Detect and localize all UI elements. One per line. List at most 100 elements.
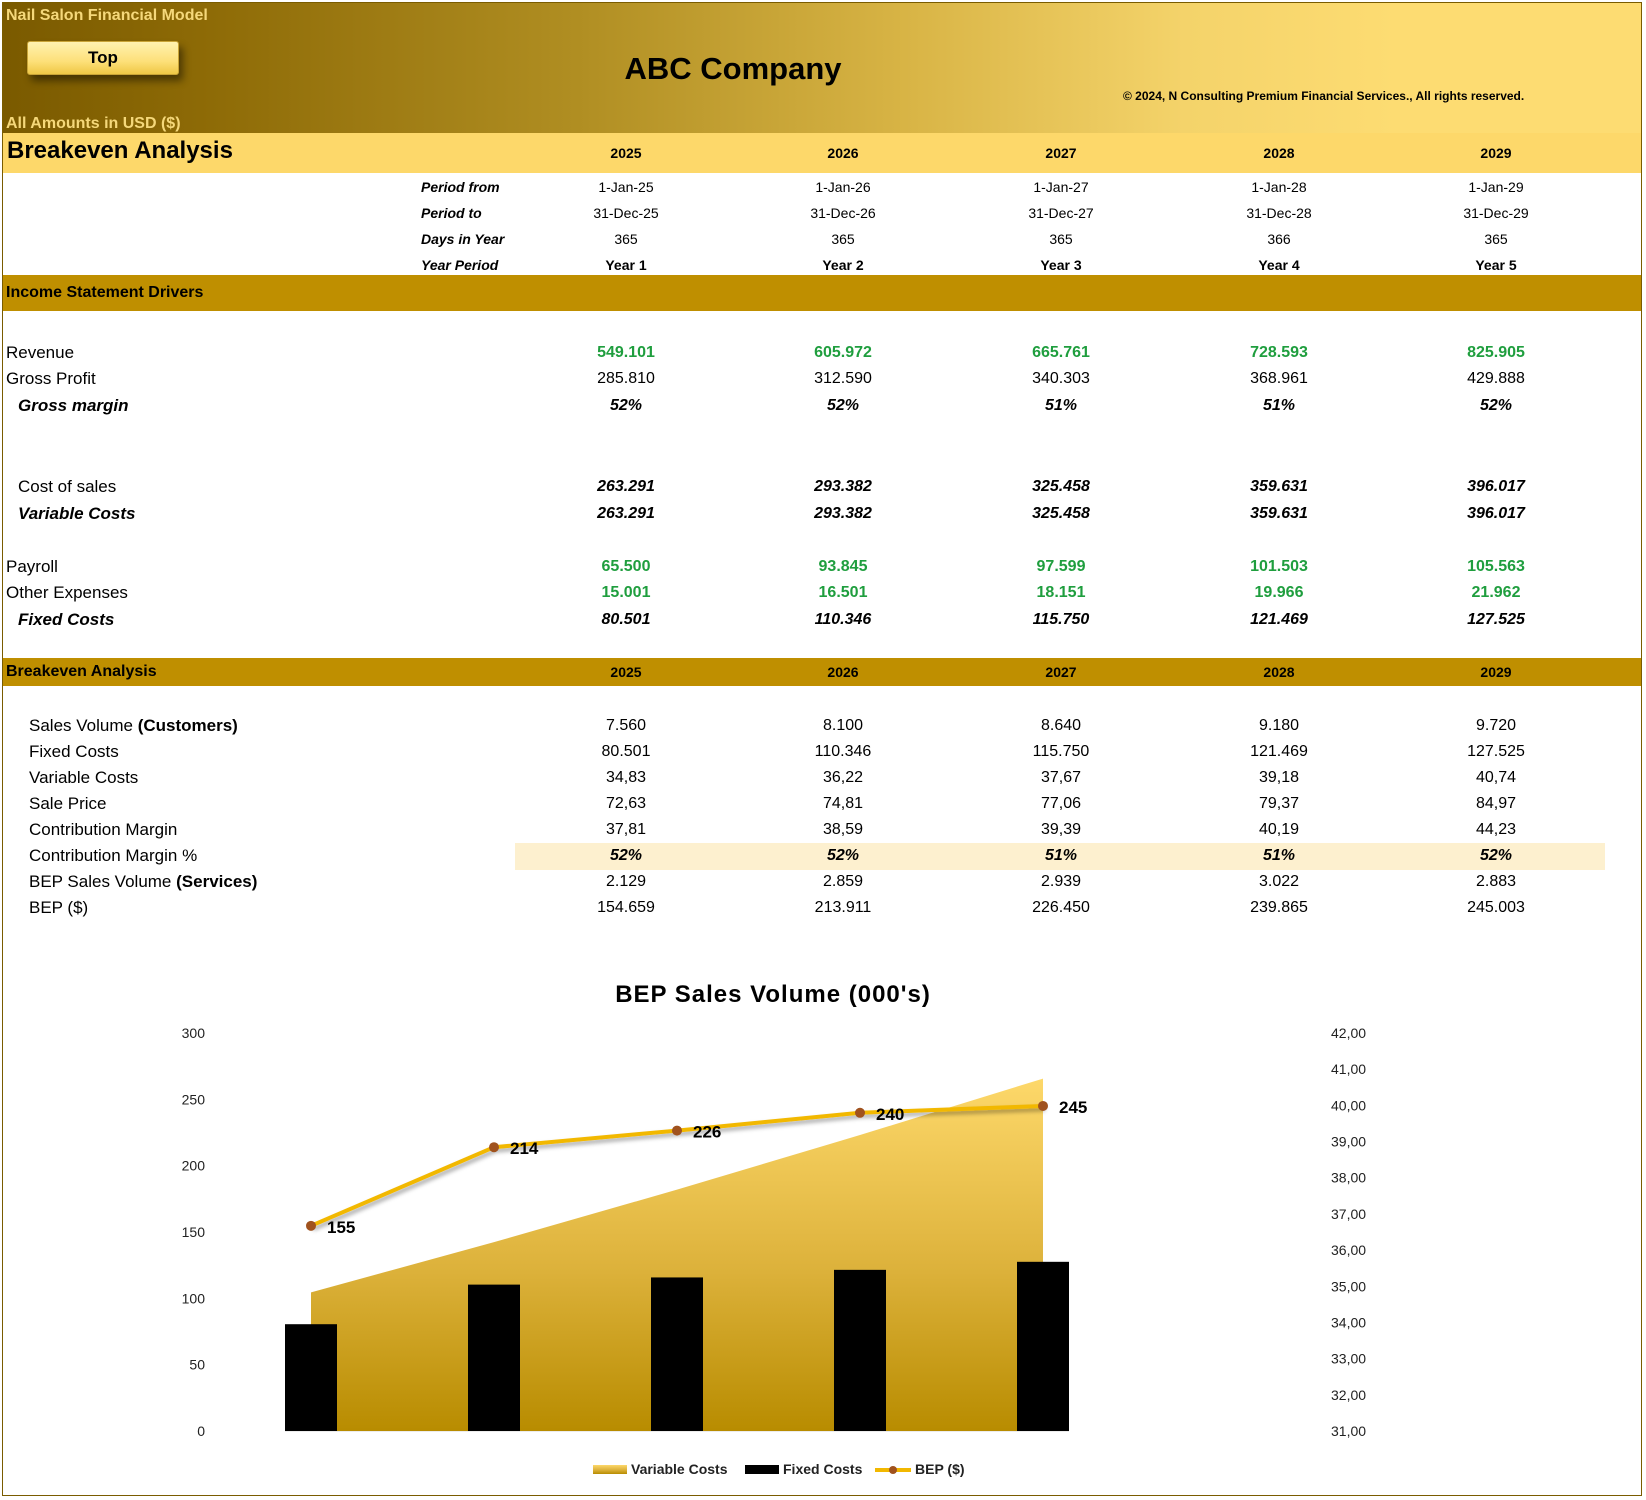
table-cell: 213.911	[814, 899, 872, 916]
table-cell: 3.022	[1258, 873, 1300, 890]
y-axis-tick-label: 300	[182, 1025, 206, 1041]
table-cell: 2.129	[605, 873, 647, 890]
meta-value: 1-Jan-26	[815, 179, 871, 195]
meta-label: Period from	[421, 179, 500, 195]
table-cell: 368.961	[1250, 370, 1308, 387]
meta-value: Year 2	[822, 257, 864, 273]
table-cell: 18.151	[1036, 584, 1086, 601]
income-section-header: Income Statement Drivers	[3, 275, 1641, 311]
y2-axis-tick-label: 42,00	[1331, 1025, 1366, 1041]
table-cell: 8.100	[822, 717, 864, 734]
table-cell: 293.382	[814, 505, 872, 522]
table-cell: 15.001	[601, 584, 651, 601]
table-cell: 549.101	[597, 344, 655, 361]
row-label-gross-margin: Gross margin	[18, 396, 129, 415]
meta-value: 366	[1267, 231, 1291, 247]
fixed-costs-bar	[834, 1269, 886, 1431]
bep-data-label: 240	[876, 1105, 904, 1124]
meta-value: 365	[614, 231, 638, 247]
company-name: ABC Company	[624, 51, 842, 86]
row-label-variable-costs: Variable Costs	[18, 504, 136, 523]
meta-label: Period to	[421, 205, 482, 221]
model-title: Nail Salon Financial Model	[6, 7, 208, 24]
bep-marker	[489, 1142, 499, 1153]
table-cell: 40,19	[1258, 821, 1300, 838]
meta-value: 365	[1049, 231, 1073, 247]
row-label-contribution-margin-pct: Contribution Margin %	[29, 846, 198, 865]
table-cell: 72,63	[605, 795, 647, 812]
y2-axis-tick-label: 35,00	[1331, 1278, 1366, 1294]
table-cell: 65.500	[601, 558, 651, 575]
table-cell: 825.905	[1467, 344, 1525, 361]
table-cell: 2.939	[1040, 873, 1082, 890]
table-cell: 9.180	[1258, 717, 1300, 734]
table-cell: 121.469	[1250, 743, 1308, 760]
meta-value: 31-Dec-29	[1463, 205, 1529, 221]
table-cell: 665.761	[1032, 344, 1090, 361]
meta-value: Year 4	[1258, 257, 1300, 273]
table-cell: 52%	[1479, 847, 1513, 864]
year-header: 2027	[1045, 664, 1077, 680]
table-cell: 154.659	[597, 899, 655, 916]
copyright-text: © 2024, N Consulting Premium Financial S…	[1123, 89, 1525, 103]
chart-title: BEP Sales Volume (000's)	[615, 981, 931, 1008]
row-label-contribution-margin: Contribution Margin	[29, 820, 178, 839]
table-cell: 7.560	[605, 717, 647, 734]
table-cell: 80.501	[601, 743, 651, 760]
table-cell: 340.303	[1032, 370, 1090, 387]
row-label-cost-of-sales: Cost of sales	[18, 477, 117, 496]
bep-marker	[672, 1125, 682, 1136]
table-cell: 44,23	[1475, 821, 1517, 838]
table-cell: 37,67	[1040, 769, 1082, 786]
row-label-gross-profit: Gross Profit	[6, 369, 96, 388]
title-band: Breakeven Analysis 2025 2026 2027 2028 2…	[3, 133, 1641, 173]
table-cell: 325.458	[1032, 478, 1090, 495]
year-header: 2028	[1263, 145, 1295, 161]
fixed-costs-bar	[285, 1324, 337, 1431]
legend-swatch-variable-costs	[593, 1465, 627, 1474]
y-axis-tick-label: 200	[182, 1158, 206, 1174]
table-cell: 19.966	[1254, 584, 1304, 601]
table-cell: 52%	[1479, 397, 1513, 414]
table-cell: 605.972	[814, 344, 872, 361]
year-header: 2029	[1480, 145, 1512, 161]
meta-value: 31-Dec-26	[810, 205, 876, 221]
table-cell: 115.750	[1032, 743, 1090, 760]
table-cell: 79,37	[1258, 795, 1300, 812]
variable-costs-area	[311, 1078, 1043, 1431]
contribution-margin-highlight	[515, 843, 1605, 870]
table-cell: 127.525	[1467, 743, 1525, 760]
table-cell: 39,39	[1040, 821, 1082, 838]
table-cell: 52%	[609, 847, 643, 864]
table-cell: 77,06	[1040, 795, 1082, 812]
row-label-fixed-costs: Fixed Costs	[18, 610, 115, 629]
y2-axis-tick-label: 39,00	[1331, 1134, 1366, 1150]
y-axis-tick-label: 250	[182, 1091, 206, 1107]
row-label-bep-sales-volume: BEP Sales Volume (Services)	[29, 872, 258, 891]
bep-marker	[306, 1220, 316, 1231]
y2-axis-tick-label: 32,00	[1331, 1387, 1366, 1403]
legend-label-variable-costs: Variable Costs	[631, 1461, 728, 1477]
top-button[interactable]: Top	[27, 41, 179, 75]
table-cell: 84,97	[1475, 795, 1517, 812]
y2-axis-tick-label: 36,00	[1331, 1242, 1366, 1258]
meta-value: Year 5	[1475, 257, 1517, 273]
table-cell: 239.865	[1250, 899, 1308, 916]
table-cell: 80.501	[601, 611, 651, 628]
section-title: Income Statement Drivers	[6, 284, 204, 301]
meta-value: 365	[1484, 231, 1508, 247]
breakeven-section-header: Breakeven Analysis 2025 2026 2027 2028 2…	[3, 658, 1641, 686]
year-header: 2028	[1263, 664, 1295, 680]
row-label-revenue: Revenue	[6, 343, 75, 362]
table-cell: 74,81	[822, 795, 864, 812]
year-header: 2027	[1045, 145, 1077, 161]
y2-axis-tick-label: 38,00	[1331, 1170, 1366, 1186]
table-cell: 51%	[1262, 397, 1296, 414]
table-cell: 37,81	[605, 821, 647, 838]
meta-value: 31-Dec-28	[1246, 205, 1312, 221]
bep-line	[310, 1103, 1044, 1228]
table-cell: 39,18	[1258, 769, 1300, 786]
meta-value: 31-Dec-25	[593, 205, 659, 221]
table-cell: 8.640	[1040, 717, 1082, 734]
row-label-variable-costs: Variable Costs	[29, 768, 139, 787]
